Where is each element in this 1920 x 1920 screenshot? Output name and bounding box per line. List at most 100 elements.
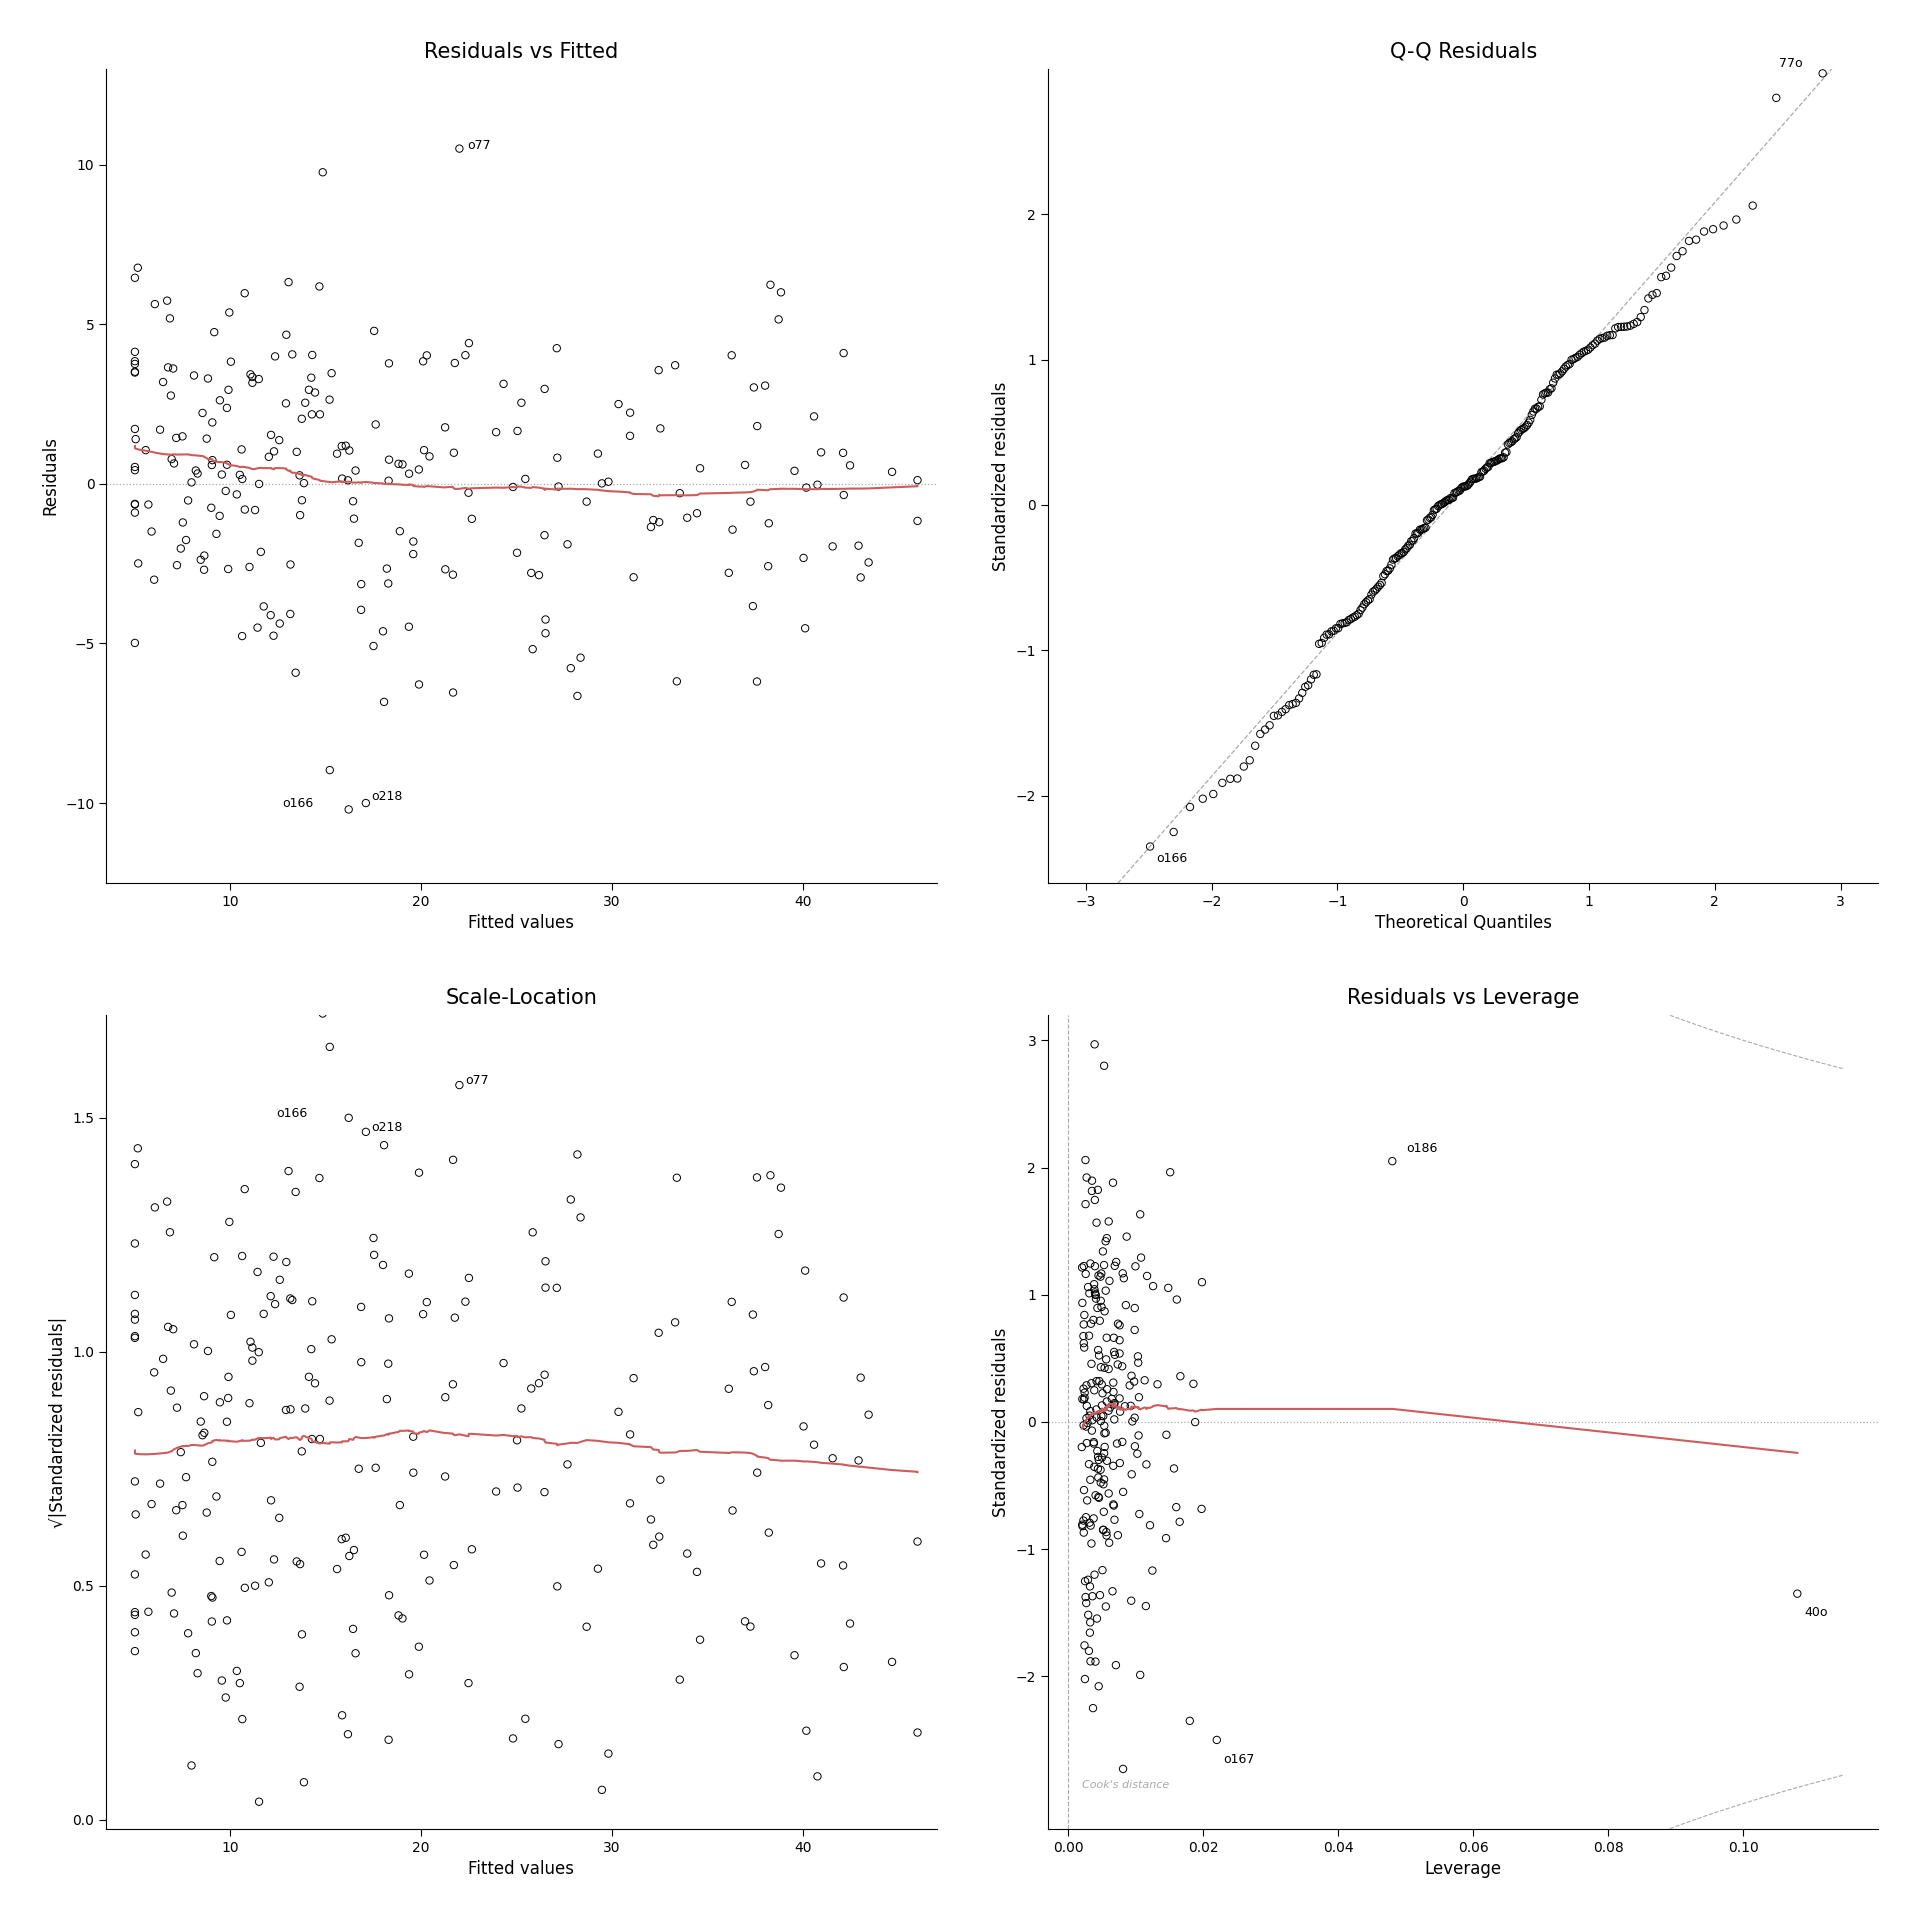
Point [1400, 518, 1430, 549]
Point [1098, 1450, 1129, 1480]
Point [1471, 453, 1501, 484]
Point [1284, 684, 1315, 714]
Point [541, 442, 572, 472]
Point [315, 384, 346, 415]
Point [497, 1722, 528, 1753]
Point [132, 490, 163, 520]
Point [384, 1490, 415, 1521]
Point [1505, 415, 1536, 445]
Point [156, 1576, 186, 1607]
Point [1473, 451, 1503, 482]
Point [488, 1348, 518, 1379]
Point [123, 1133, 154, 1164]
Point [119, 1279, 150, 1309]
Point [1315, 616, 1346, 647]
Point [818, 1444, 849, 1475]
Point [276, 1284, 307, 1315]
Point [737, 591, 768, 622]
Point [1073, 1279, 1104, 1309]
Point [1361, 574, 1392, 605]
Point [186, 1405, 217, 1436]
Point [1108, 1476, 1139, 1507]
Point [1428, 488, 1459, 518]
Point [275, 549, 305, 580]
Point [215, 1300, 246, 1331]
Point [156, 303, 186, 334]
Point [1100, 1649, 1131, 1680]
Point [1091, 1386, 1121, 1417]
Point [1087, 1442, 1117, 1473]
Point [1125, 1198, 1156, 1229]
Point [714, 1373, 745, 1404]
Point [780, 455, 810, 486]
Point [799, 401, 829, 432]
Point [789, 1256, 820, 1286]
Point [751, 371, 781, 401]
Point [1488, 442, 1519, 472]
Point [501, 538, 532, 568]
Point [298, 1286, 328, 1317]
Point [1398, 526, 1428, 557]
Point [271, 1394, 301, 1425]
Point [202, 518, 232, 549]
Point [1603, 311, 1634, 342]
Point [1110, 1390, 1140, 1421]
Point [1500, 422, 1530, 453]
Point [1461, 463, 1492, 493]
Point [1069, 1475, 1100, 1505]
Point [227, 620, 257, 651]
Point [326, 1524, 357, 1555]
Point [1089, 1352, 1119, 1382]
Point [334, 795, 365, 826]
Point [543, 470, 574, 501]
Point [614, 1488, 645, 1519]
Point [1592, 321, 1622, 351]
Point [259, 1288, 290, 1319]
Point [902, 1526, 933, 1557]
Point [735, 1611, 766, 1642]
Point [449, 340, 480, 371]
Point [156, 380, 186, 411]
Point [1461, 463, 1492, 493]
Point [138, 1357, 169, 1388]
Point [1079, 1279, 1110, 1309]
Point [1342, 599, 1373, 630]
Point [1131, 1450, 1162, 1480]
Point [286, 1436, 317, 1467]
Point [290, 388, 321, 419]
Point [1638, 280, 1668, 311]
Point [346, 1292, 376, 1323]
Point [161, 422, 192, 453]
Point [1382, 541, 1413, 572]
Point [516, 634, 547, 664]
Point [563, 680, 593, 710]
Point [511, 463, 541, 493]
Point [766, 276, 797, 307]
Point [1599, 313, 1630, 344]
Point [1083, 1453, 1114, 1484]
Point [1068, 1288, 1098, 1319]
Point [1367, 561, 1398, 591]
Point [1087, 1236, 1117, 1267]
Point [1530, 378, 1561, 409]
Point [119, 497, 150, 528]
Point [1511, 411, 1542, 442]
Point [1409, 513, 1440, 543]
Point [1089, 1419, 1119, 1450]
Point [530, 605, 561, 636]
Point [1555, 349, 1586, 380]
Point [1117, 1405, 1148, 1436]
Point [1380, 543, 1411, 574]
Point [409, 434, 440, 465]
Point [1079, 1375, 1110, 1405]
Point [1069, 1377, 1100, 1407]
Point [161, 1496, 192, 1526]
Point [1089, 1411, 1119, 1442]
Point [1571, 336, 1601, 367]
Point [119, 1321, 150, 1352]
Point [186, 397, 217, 428]
Point [1536, 372, 1567, 403]
Point [307, 157, 338, 188]
Point [1069, 1300, 1100, 1331]
Point [234, 551, 265, 582]
